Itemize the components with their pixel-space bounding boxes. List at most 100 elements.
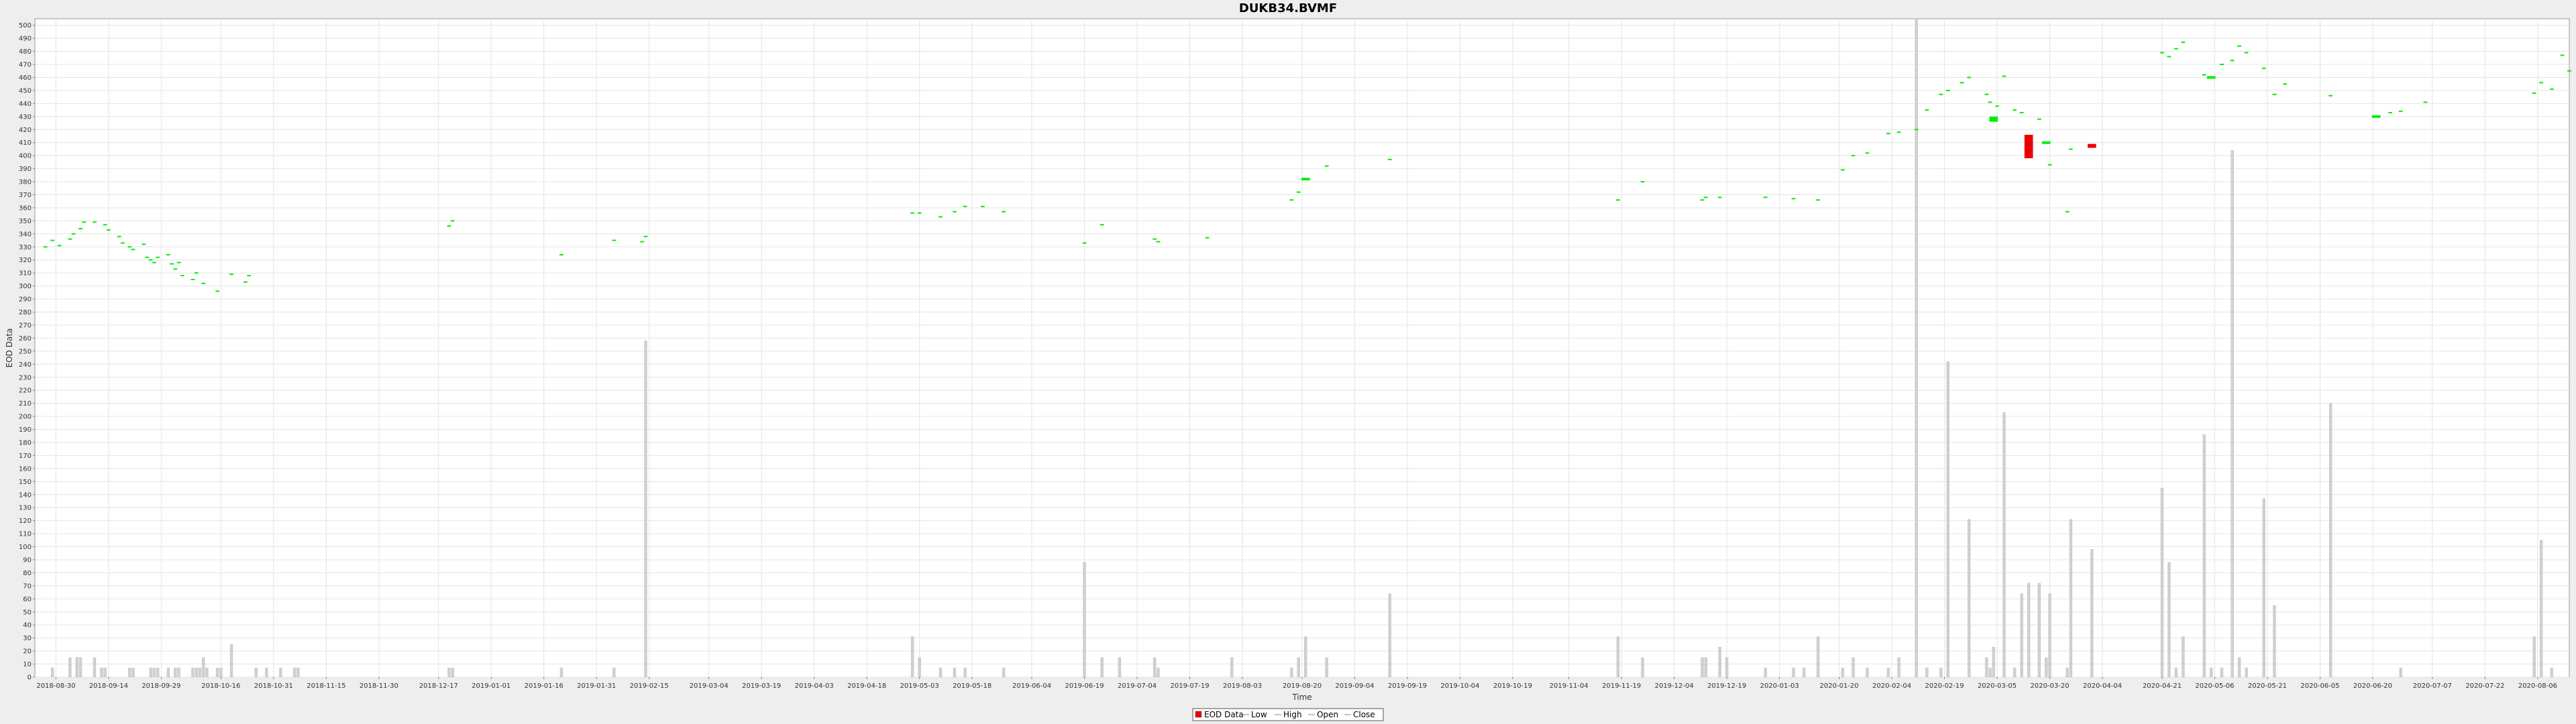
candle (194, 272, 199, 274)
x-tick-label: 2019-02-15 (630, 682, 669, 690)
volume-bar (1002, 668, 1006, 678)
candle (2037, 118, 2041, 120)
volume-bar (1985, 657, 1988, 678)
volume-bar (1939, 668, 1943, 678)
candle (1640, 181, 1645, 183)
candle (145, 256, 150, 258)
candle (82, 221, 87, 223)
volume-bar (1946, 361, 1950, 678)
x-tick-label: 2019-04-18 (847, 682, 886, 690)
x-tick-label: 2019-01-01 (472, 682, 511, 690)
volume-bar (1100, 657, 1104, 678)
y-tick-label: 380 (19, 179, 32, 186)
volume-bar (2048, 593, 2051, 678)
candle (1156, 241, 1161, 243)
y-tick-label: 110 (19, 531, 32, 538)
y-tick-label: 310 (19, 270, 32, 278)
volume-bar (152, 668, 156, 678)
candle (917, 212, 922, 214)
x-tick-label: 2020-06-20 (2353, 682, 2392, 690)
x-tick-label: 2020-01-03 (1760, 682, 1799, 690)
volume-bar (198, 668, 202, 678)
candle (1939, 93, 1943, 95)
candle (1840, 169, 1845, 171)
candles (43, 42, 2571, 292)
x-tick-label: 2019-06-19 (1065, 682, 1104, 690)
candle (1816, 199, 1821, 201)
x-tick-label: 2019-08-20 (1283, 682, 1322, 690)
candle (2371, 115, 2381, 118)
y-tick-label: 80 (23, 570, 32, 577)
volume-bar (2262, 498, 2265, 678)
y-tick-label: 430 (19, 113, 32, 121)
volume-bar (201, 657, 205, 678)
x-tick-label: 2019-06-04 (1012, 682, 1051, 690)
candle (2088, 143, 2096, 148)
candle (2174, 48, 2178, 50)
volume-bar (2013, 668, 2017, 678)
volume-bar (75, 657, 79, 678)
candle (910, 212, 915, 214)
volume-bar (1157, 668, 1160, 678)
volume-bar (2037, 583, 2041, 678)
x-axis: 2018-08-30 2018-09-14 2018-09-29 2018-10-16… (36, 677, 2557, 690)
y-tick-label: 180 (19, 439, 32, 446)
x-tick-label: 2020-02-19 (1925, 682, 1964, 690)
y-tick-label: 330 (19, 244, 32, 251)
legend-eod-label: EOD Data (1204, 710, 1244, 719)
volume-bar (1897, 657, 1900, 678)
volume-bar (2328, 403, 2332, 678)
volume-bar (1118, 657, 1122, 678)
candle (2160, 52, 2164, 54)
candle (120, 242, 125, 244)
volume-bar (1803, 668, 1806, 678)
volume-bar (156, 668, 160, 678)
volume-bar (2160, 487, 2164, 678)
x-tick-label: 2019-11-19 (1602, 682, 1641, 690)
x-tick-label: 2019-03-19 (742, 682, 781, 690)
volume-bar (265, 668, 268, 678)
candle (57, 245, 62, 247)
y-tick-label: 440 (19, 101, 32, 108)
volume-bar (2399, 668, 2403, 678)
y-tick-label: 320 (19, 257, 32, 264)
volume-bar (68, 657, 72, 678)
candle (1989, 116, 1998, 122)
volume-bar (166, 668, 170, 678)
y-tick-label: 290 (19, 296, 32, 304)
x-tick-label: 2018-11-30 (360, 682, 398, 690)
x-tick-label: 2020-08-06 (2518, 682, 2557, 690)
volume-bar (2220, 668, 2224, 678)
candle (450, 220, 455, 222)
candle (2328, 95, 2333, 97)
y-tick-label: 450 (19, 87, 32, 95)
y-tick-label: 210 (19, 400, 32, 408)
candle (131, 249, 136, 251)
candle (191, 278, 195, 280)
volume-bar (93, 657, 97, 678)
y-tick-label: 70 (23, 583, 32, 590)
candle (2539, 82, 2544, 84)
volume-bar (2167, 562, 2171, 678)
candle (2283, 83, 2288, 85)
volume-bar (2237, 657, 2241, 678)
y-tick-label: 50 (23, 609, 32, 616)
x-tick-label: 2019-12-04 (1655, 682, 1694, 690)
candle (229, 274, 233, 276)
candle (152, 261, 156, 263)
volume-bars (50, 18, 2554, 678)
candle (2041, 141, 2051, 144)
candle (1995, 105, 1999, 107)
x-tick-label: 2019-10-19 (1493, 682, 1532, 690)
x-tick-label: 2020-07-22 (2465, 682, 2504, 690)
volume-bar (2532, 636, 2536, 678)
volume-bar (195, 668, 198, 678)
volume-bar (1841, 668, 1845, 678)
candle (1896, 131, 1901, 133)
candle (93, 221, 97, 223)
x-tick-label: 2019-09-19 (1388, 682, 1427, 690)
y-axis-label: EOD Data (5, 328, 14, 368)
y-tick-label: 150 (19, 479, 32, 486)
candle (559, 253, 564, 255)
